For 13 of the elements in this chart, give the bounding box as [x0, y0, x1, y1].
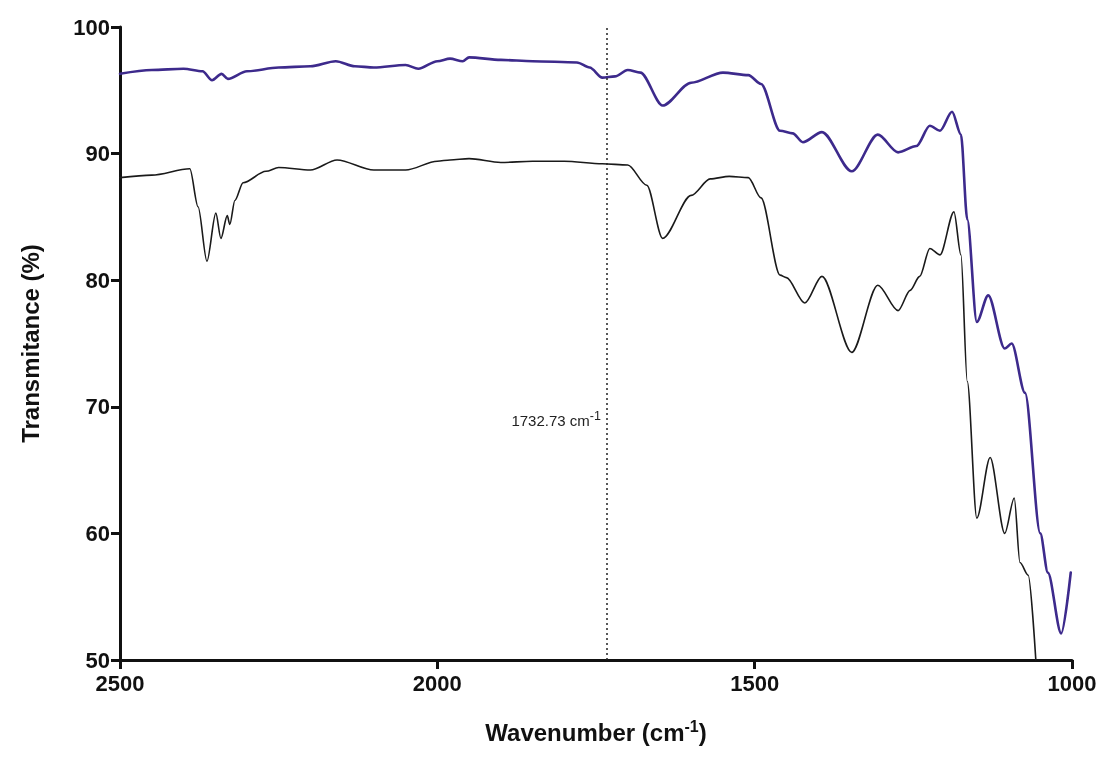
- ref-line-label: 1732.73 cm$^{-1}$: [511, 409, 601, 430]
- y-axis-title: Transmitance (%): [16, 244, 44, 443]
- y-tick-label: 60: [85, 520, 110, 546]
- y-tick-label: 70: [85, 394, 110, 420]
- y-tick-label: 50: [85, 647, 110, 673]
- y-tick-label: 90: [85, 141, 110, 167]
- x-tick-label: 1500: [730, 670, 780, 696]
- y-tick-label: 100: [73, 14, 110, 40]
- x-tick-label: 1000: [1047, 670, 1097, 696]
- line-series: [118, 56, 1073, 635]
- y-tick-label: 80: [85, 267, 110, 293]
- x-tick-label: 2500: [95, 670, 145, 696]
- x-tick-label: 2000: [412, 670, 462, 696]
